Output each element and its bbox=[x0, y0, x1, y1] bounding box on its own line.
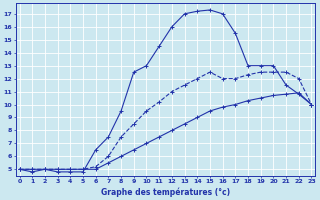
X-axis label: Graphe des températures (°c): Graphe des températures (°c) bbox=[101, 187, 230, 197]
